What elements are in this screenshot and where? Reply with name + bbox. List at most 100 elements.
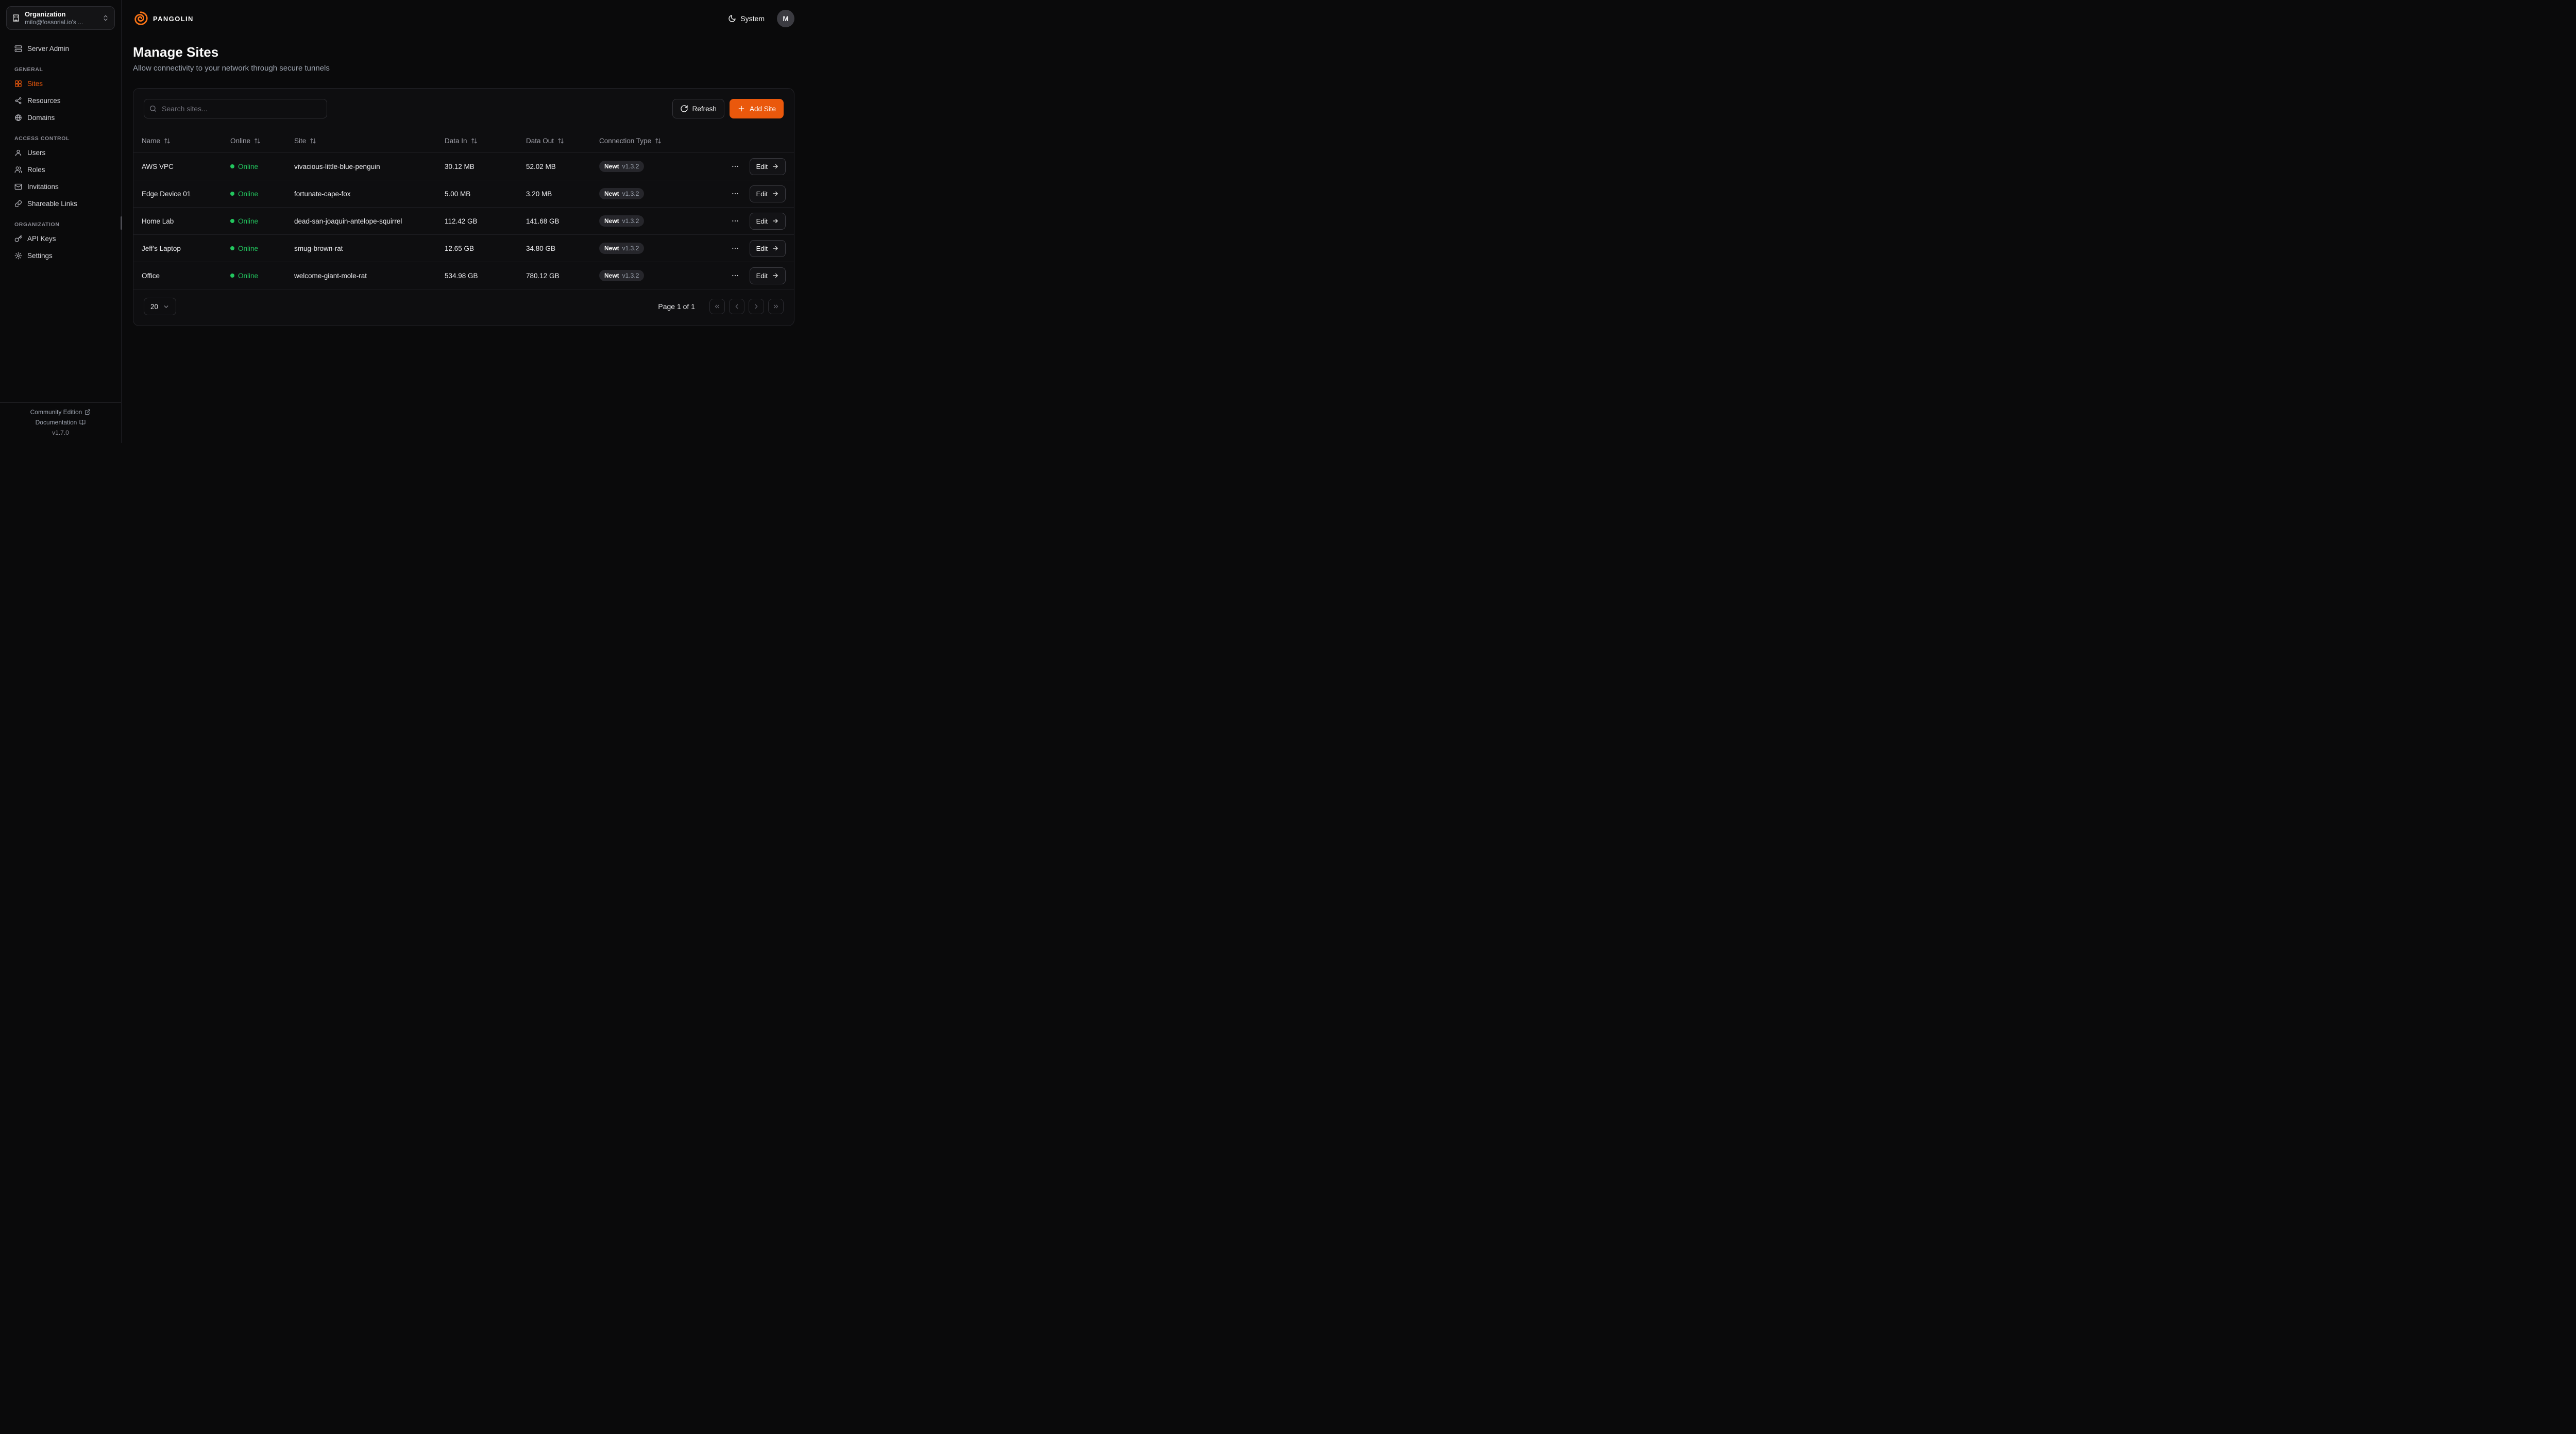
refresh-icon	[681, 105, 688, 112]
arrow-right-icon	[773, 218, 778, 224]
pager-buttons	[709, 299, 784, 314]
sidebar-item-resources[interactable]: Resources	[0, 92, 121, 109]
org-picker[interactable]: Organization milo@fossorial.io's ...	[6, 6, 115, 30]
sort-icon	[310, 138, 316, 143]
page-title: Manage Sites	[133, 44, 219, 60]
online-dot-icon	[230, 164, 234, 168]
sidebar-section-general: GENERAL	[14, 66, 43, 73]
online-label: Online	[238, 244, 259, 252]
chevrons-up-down-icon	[104, 15, 108, 21]
row-menu-button[interactable]	[729, 269, 741, 282]
sort-icon	[558, 138, 564, 143]
first-page-button[interactable]	[709, 299, 725, 314]
row-actions: Edit	[719, 185, 786, 202]
edit-button[interactable]: Edit	[749, 158, 786, 175]
row-menu-button[interactable]	[729, 187, 741, 200]
ellipsis-icon	[732, 247, 738, 249]
column-header-online[interactable]: Online	[230, 137, 294, 145]
column-label: Data Out	[526, 136, 554, 145]
edit-button[interactable]: Edit	[749, 185, 786, 202]
arrow-right-icon	[773, 273, 778, 278]
site-name: Edge Device 01	[142, 190, 191, 198]
sidebar-section-organization: ORGANIZATION	[14, 221, 60, 228]
last-page-button[interactable]	[768, 299, 784, 314]
edit-button[interactable]: Edit	[749, 212, 786, 230]
data-in: 12.65 GB	[445, 244, 474, 252]
connection-type-badge: Newt v1.3.2	[599, 243, 645, 254]
sidebar-footer: Community Edition Documentation v1.7.0	[0, 402, 121, 443]
online-status: Online	[230, 272, 294, 280]
column-header-data-in[interactable]: Data In	[445, 137, 526, 145]
row-menu-button[interactable]	[729, 242, 741, 254]
server-icon	[14, 45, 22, 52]
data-in: 112.42 GB	[445, 217, 478, 225]
org-title: Organization	[25, 10, 66, 18]
table-row: Office Online welcome-giant-mole-rat 534…	[133, 262, 794, 289]
online-dot-icon	[230, 274, 234, 278]
table-row: AWS VPC Online vivacious-little-blue-pen…	[133, 152, 794, 180]
globe-icon	[15, 114, 22, 121]
key-icon	[14, 235, 22, 242]
refresh-button[interactable]: Refresh	[672, 99, 724, 118]
main-area: PANGOLIN System M Manage Sites Allow con…	[122, 0, 808, 443]
row-actions: Edit	[719, 267, 786, 284]
column-label: Online	[230, 136, 251, 145]
table-row: Home Lab Online dead-san-joaquin-antelop…	[133, 207, 794, 234]
edit-label: Edit	[756, 244, 768, 252]
edit-button[interactable]: Edit	[749, 267, 786, 284]
community-edition-link[interactable]: Community Edition	[30, 408, 91, 416]
search-input[interactable]	[144, 99, 327, 118]
brand-name: PANGOLIN	[153, 14, 194, 23]
connection-type-cell: Newt v1.3.2	[599, 215, 719, 227]
connection-type-name: Newt	[604, 217, 619, 225]
data-in: 30.12 MB	[445, 162, 474, 170]
online-dot-icon	[230, 246, 234, 250]
add-site-button[interactable]: Add Site	[729, 99, 784, 118]
connection-type-version: v1.3.2	[622, 217, 639, 225]
sidebar-item-server-admin[interactable]: Server Admin	[0, 40, 121, 57]
row-menu-button[interactable]	[729, 160, 741, 173]
sidebar-resize-handle[interactable]	[121, 216, 122, 230]
sidebar-section-access-control: ACCESS CONTROL	[14, 135, 70, 142]
sidebar-item-label: Server Admin	[27, 45, 70, 53]
edit-button[interactable]: Edit	[749, 240, 786, 257]
data-out: 780.12 GB	[526, 271, 560, 280]
site-slug: smug-brown-rat	[294, 244, 343, 252]
column-header-name[interactable]: Name	[142, 137, 230, 145]
connection-type-version: v1.3.2	[622, 163, 639, 170]
sidebar-item-label: Sites	[27, 80, 43, 88]
connection-type-version: v1.3.2	[622, 245, 639, 252]
arrow-right-icon	[773, 191, 778, 196]
connection-type-version: v1.3.2	[622, 272, 639, 279]
prev-page-button[interactable]	[729, 299, 744, 314]
connection-type-badge: Newt v1.3.2	[599, 161, 645, 172]
sidebar-item-users[interactable]: Users	[0, 144, 121, 161]
row-menu-button[interactable]	[729, 215, 741, 227]
sidebar-item-invitations[interactable]: Invitations	[0, 178, 121, 195]
avatar[interactable]: M	[777, 10, 794, 27]
theme-toggle-button[interactable]: System	[725, 14, 768, 23]
search-wrap	[144, 99, 327, 118]
sidebar-item-shareable-links[interactable]: Shareable Links	[0, 195, 121, 212]
add-site-label: Add Site	[749, 105, 776, 113]
next-page-button[interactable]	[749, 299, 764, 314]
sidebar-item-api-keys[interactable]: API Keys	[0, 230, 121, 247]
row-actions: Edit	[719, 158, 786, 175]
chevron-left-icon	[735, 304, 738, 309]
sidebar-item-settings[interactable]: Settings	[0, 247, 121, 264]
page-size-value: 20	[150, 302, 159, 311]
sidebar-item-roles[interactable]: Roles	[0, 161, 121, 178]
column-header-data-out[interactable]: Data Out	[526, 137, 599, 145]
data-out: 52.02 MB	[526, 162, 556, 170]
column-header-connection-type[interactable]: Connection Type	[599, 137, 719, 145]
documentation-link[interactable]: Documentation	[36, 419, 86, 426]
column-header-site[interactable]: Site	[294, 137, 445, 145]
page-size-select[interactable]: 20	[144, 298, 177, 315]
edit-label: Edit	[756, 271, 768, 280]
connection-type-badge: Newt v1.3.2	[599, 270, 645, 281]
sidebar-item-sites[interactable]: Sites	[0, 75, 121, 92]
online-status: Online	[230, 163, 294, 170]
online-dot-icon	[230, 192, 234, 196]
sidebar-item-domains[interactable]: Domains	[0, 109, 121, 126]
site-slug: fortunate-cape-fox	[294, 190, 351, 198]
